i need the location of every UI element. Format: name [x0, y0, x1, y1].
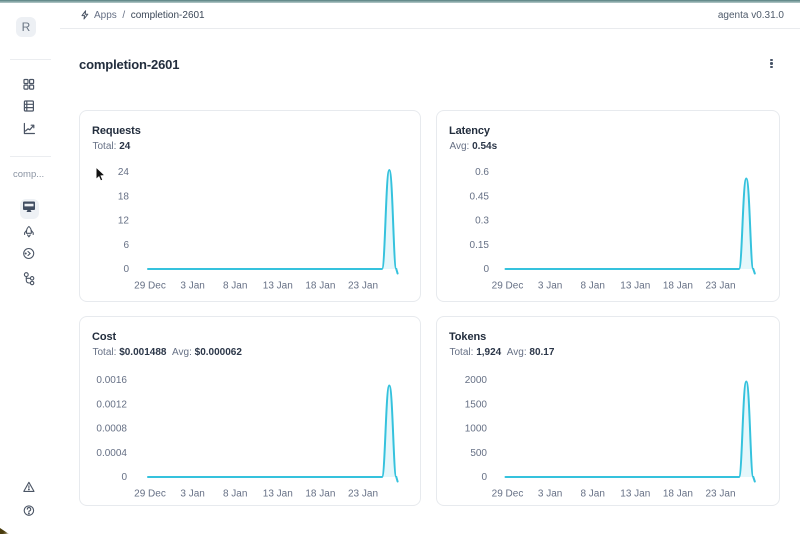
- svg-text:0: 0: [483, 264, 489, 275]
- svg-text:23 Jan: 23 Jan: [348, 281, 378, 292]
- svg-text:12: 12: [118, 216, 130, 227]
- svg-text:3 Jan: 3 Jan: [180, 489, 204, 500]
- svg-text:13 Jan: 13 Jan: [263, 489, 293, 500]
- svg-text:13 Jan: 13 Jan: [263, 281, 293, 292]
- svg-text:500: 500: [470, 448, 487, 459]
- svg-text:0.6: 0.6: [475, 167, 489, 178]
- svg-text:0: 0: [121, 472, 127, 483]
- svg-text:18 Jan: 18 Jan: [305, 281, 335, 292]
- svg-text:18 Jan: 18 Jan: [663, 489, 693, 500]
- svg-text:29 Dec: 29 Dec: [134, 281, 166, 292]
- svg-text:8 Jan: 8 Jan: [223, 281, 247, 292]
- svg-text:0: 0: [123, 264, 129, 275]
- svg-text:8 Jan: 8 Jan: [580, 281, 604, 292]
- svg-text:0.15: 0.15: [470, 240, 490, 251]
- svg-text:18 Jan: 18 Jan: [305, 489, 335, 500]
- svg-text:0.45: 0.45: [470, 191, 490, 202]
- svg-text:24: 24: [118, 167, 130, 178]
- svg-text:0.0004: 0.0004: [96, 448, 127, 459]
- svg-text:0.3: 0.3: [475, 216, 489, 227]
- svg-text:8 Jan: 8 Jan: [580, 489, 604, 500]
- svg-text:18 Jan: 18 Jan: [663, 281, 693, 292]
- svg-text:6: 6: [123, 240, 129, 251]
- svg-text:3 Jan: 3 Jan: [538, 281, 562, 292]
- svg-text:1000: 1000: [465, 424, 488, 435]
- svg-text:0: 0: [481, 472, 487, 483]
- svg-text:3 Jan: 3 Jan: [180, 281, 204, 292]
- svg-text:8 Jan: 8 Jan: [223, 489, 247, 500]
- svg-text:23 Jan: 23 Jan: [348, 489, 378, 500]
- svg-text:3 Jan: 3 Jan: [538, 489, 562, 500]
- svg-text:13 Jan: 13 Jan: [620, 281, 650, 292]
- svg-text:18: 18: [118, 191, 130, 202]
- svg-text:29 Dec: 29 Dec: [134, 489, 166, 500]
- svg-text:29 Dec: 29 Dec: [492, 489, 524, 500]
- svg-text:0.0012: 0.0012: [96, 399, 127, 410]
- svg-text:2000: 2000: [465, 375, 488, 386]
- svg-text:29 Dec: 29 Dec: [492, 281, 524, 292]
- svg-text:0.0008: 0.0008: [96, 424, 127, 435]
- svg-text:23 Jan: 23 Jan: [705, 489, 735, 500]
- svg-text:1500: 1500: [465, 399, 488, 410]
- svg-text:0.0016: 0.0016: [96, 375, 127, 386]
- svg-text:23 Jan: 23 Jan: [705, 281, 735, 292]
- svg-text:13 Jan: 13 Jan: [620, 489, 650, 500]
